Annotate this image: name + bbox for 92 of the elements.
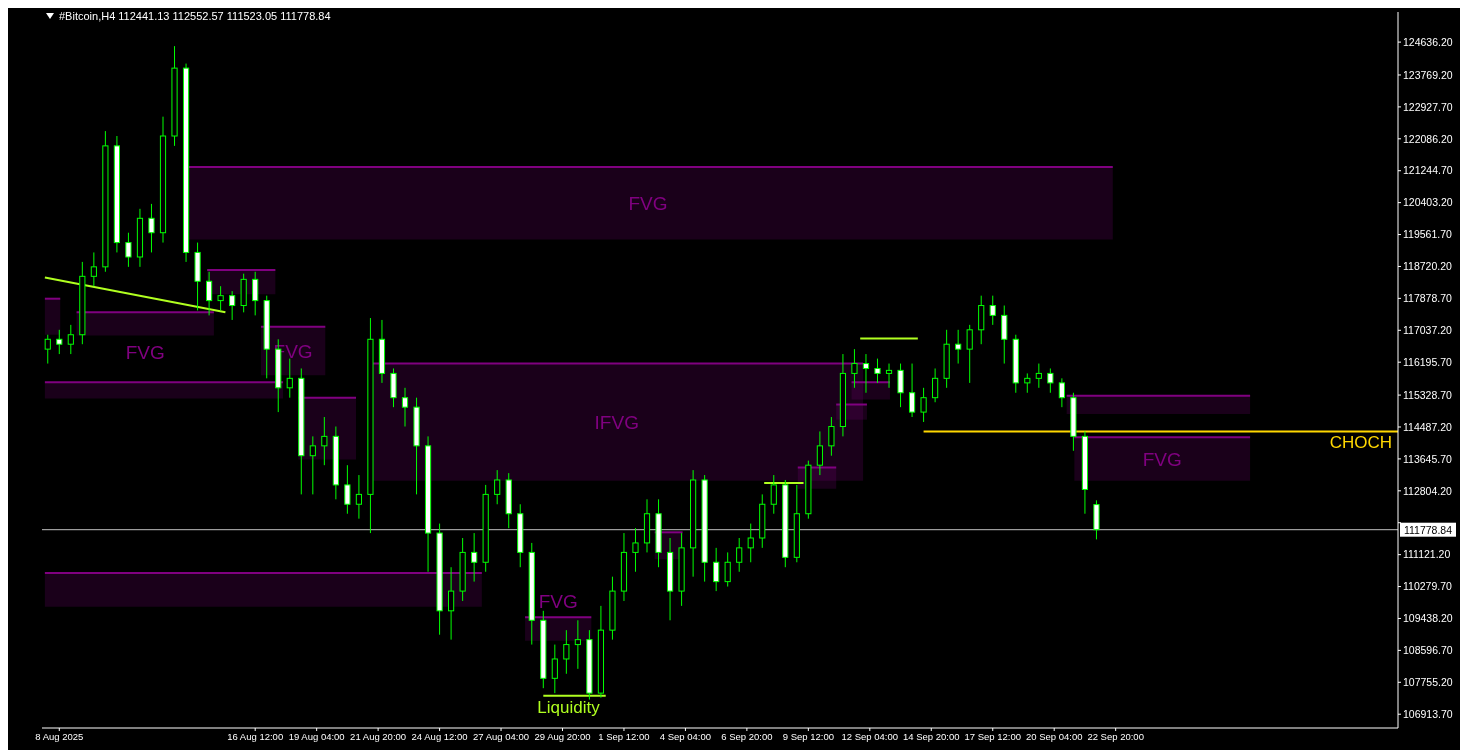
candlestick [862,353,870,394]
y-tick-label: 110279.70 [1403,580,1453,593]
y-tick-label: 113645.70 [1403,452,1453,465]
x-tick-label: 22 Sep 20:00 [1087,730,1144,742]
candlestick [217,285,224,311]
candlestick [471,532,478,583]
x-tick-label: 8 Aug 2025 [35,730,84,742]
candlestick [989,295,996,326]
x-tick-label: 6 Sep 20:00 [721,730,773,742]
candlestick [355,474,362,520]
candlestick [724,551,731,588]
candlestick [44,334,51,365]
candlestick [494,469,501,505]
y-tick-label: 124636.20 [1403,35,1453,48]
series-label: FVG [538,591,578,613]
y-tick-label: 107755.20 [1403,676,1453,689]
candlestick [1024,372,1031,394]
candlestick [90,251,97,287]
candlestick [908,363,916,418]
y-tick-label: 123769.20 [1403,68,1453,81]
y-tick-label: 117037.20 [1403,324,1453,337]
candlestick [736,537,743,573]
y-tick-label: 119561.70 [1403,228,1453,241]
candlestick [56,329,63,355]
series-label: CHOCH [1329,433,1392,453]
x-tick-label: 17 Sep 12:00 [964,730,1021,742]
x-tick-label: 21 Aug 20:00 [350,730,407,742]
candlestick [1058,377,1065,408]
x-tick-label: 12 Sep 04:00 [841,730,899,742]
candlestick [828,416,835,457]
candlestick [816,430,823,476]
candlestick [966,324,973,384]
series-label: FVG [125,342,165,364]
candlestick [229,290,236,321]
y-tick-label: 122086.20 [1403,132,1453,145]
series-label: Liquidity [537,697,601,717]
candlestick [401,387,409,428]
candlestick [448,566,455,641]
y-tick-label: 117878.70 [1403,292,1453,305]
candlestick [309,435,316,495]
x-tick-label: 1 Sep 12:00 [598,730,650,742]
candlestick [252,271,259,316]
candlestick [344,464,351,515]
candlestick [920,387,927,423]
candlestick [286,358,293,399]
y-tick-label: 118720.20 [1403,260,1453,273]
y-tick-label: 114487.20 [1403,420,1453,433]
candlestick [574,619,581,670]
y-tick-label: 111121.20 [1403,548,1451,561]
x-tick-label: 27 Aug 04:00 [473,730,530,742]
candlestick [955,329,962,365]
y-tick-label: 106913.70 [1403,707,1453,720]
x-tick-label: 4 Sep 04:00 [659,730,712,742]
x-tick-label: 19 Aug 04:00 [288,730,345,742]
x-tick-label: 24 Aug 12:00 [411,730,468,742]
candlestick [551,644,558,694]
candlestick [563,629,570,675]
candlestick [851,348,858,389]
y-tick-label: 121244.70 [1403,164,1453,177]
text: IFVG [594,412,639,434]
candlestick [932,367,939,403]
y-tick-label: 116195.70 [1403,355,1453,368]
candlestick [885,363,893,389]
ref-line-label: 111778.84 [1403,523,1453,536]
chart-title: #Bitcoin,H4 112441.13 112552.57 111523.05 111778.84 [59,10,331,22]
series-label: FVG [1142,448,1182,470]
y-tick-label: 112804.20 [1403,484,1453,497]
candlestick [874,358,881,384]
candlestick [206,271,213,316]
x-tick-label: 9 Sep 12:00 [782,730,834,742]
candlestick [1035,363,1042,389]
candlestick [713,547,720,592]
x-tick-label: 20 Sep 04:00 [1025,730,1083,742]
candlestick [67,324,74,355]
y-tick-label: 115328.70 [1403,388,1453,401]
y-tick-label: 120403.20 [1403,196,1453,209]
y-tick-label: 108596.70 [1403,644,1453,657]
y-tick-label: 122927.70 [1403,100,1453,113]
candlestick [747,523,754,563]
candlestick [1001,305,1008,365]
series-label: FVG [628,193,668,215]
candlestick [897,363,904,408]
candlestick [148,203,155,253]
y-tick-label: 109438.20 [1403,612,1453,625]
candlestick [1047,367,1054,394]
candlestick [632,527,639,573]
x-tick-label: 16 Aug 12:00 [227,730,284,742]
candlestick [321,416,328,466]
x-tick-label: 29 Aug 20:00 [534,730,591,742]
candlestick [125,232,132,268]
x-tick-label: 14 Sep 20:00 [903,730,960,742]
candlestick [770,474,777,515]
